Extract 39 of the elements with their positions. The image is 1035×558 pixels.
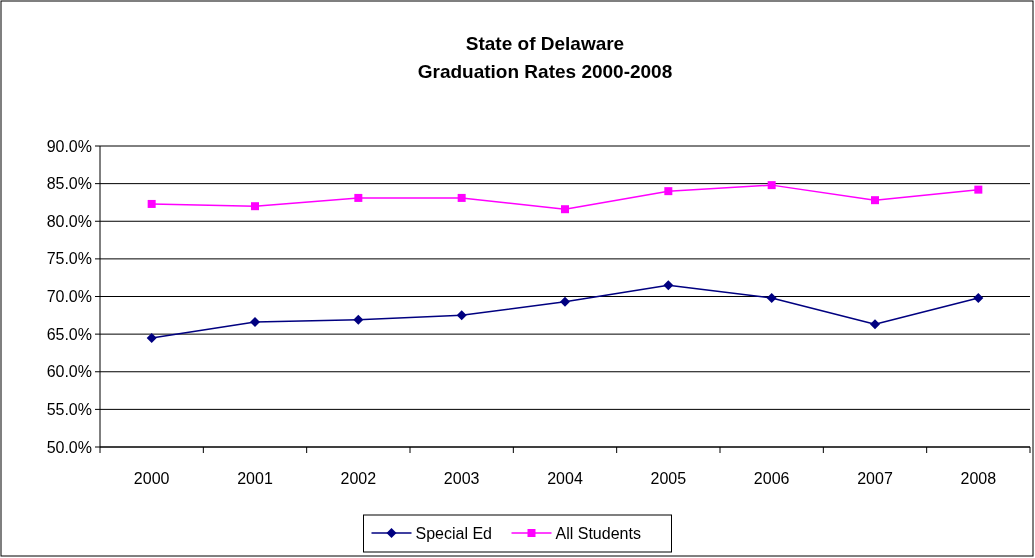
y-tick-label: 90.0%: [46, 137, 92, 155]
point: [560, 296, 570, 307]
y-tick-label: 75.0%: [46, 250, 92, 268]
chart-title: State of Delaware Graduation Rates 2000-2008: [417, 33, 673, 82]
y-tick-label: 70.0%: [46, 288, 92, 306]
point: [146, 332, 157, 343]
point: [664, 187, 673, 196]
x-tick-label: 2002: [340, 470, 377, 487]
y-tick-label: 65.0%: [46, 325, 92, 343]
point: [561, 205, 569, 214]
x-tick-label: 2000: [133, 470, 170, 487]
legend-label: All Students: [555, 524, 641, 542]
point: [354, 193, 363, 202]
x-tick-label: 2005: [650, 470, 687, 487]
y-tick-label: 55.0%: [46, 400, 92, 418]
y-tick-label: 85.0%: [46, 175, 92, 193]
point: [870, 319, 880, 330]
point: [147, 199, 156, 208]
y-tick-label: 60.0%: [46, 363, 92, 381]
legend-label: Special Ed: [415, 524, 492, 542]
x-tick-label: 2001: [237, 470, 273, 487]
point: [250, 317, 260, 328]
point: [766, 293, 777, 304]
x-tick-label: 2007: [857, 470, 893, 487]
point: [871, 196, 879, 205]
point: [251, 202, 259, 211]
point: [457, 193, 466, 202]
point: [973, 293, 984, 304]
point: [974, 185, 983, 194]
x-tick-label: 2003: [443, 470, 480, 487]
point: [456, 310, 467, 321]
point: [663, 280, 674, 291]
x-tick-label: 2004: [547, 470, 583, 487]
y-tick-label: 50.0%: [46, 438, 92, 456]
x-tick-label: 2008: [960, 470, 997, 487]
point: [767, 181, 776, 190]
point: [353, 314, 364, 325]
y-tick-label: 80.0%: [46, 212, 92, 230]
x-tick-label: 2006: [753, 470, 790, 487]
